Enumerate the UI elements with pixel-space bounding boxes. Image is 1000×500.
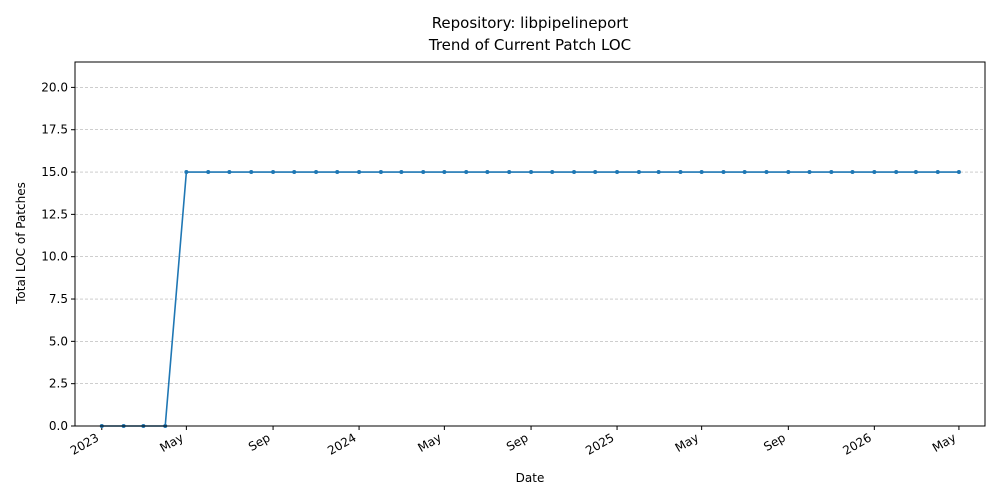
- chart-subtitle: Trend of Current Patch LOC: [428, 36, 631, 54]
- data-point: [399, 170, 404, 175]
- data-point: [850, 170, 855, 175]
- data-point: [615, 170, 620, 175]
- x-axis-ticks: 2023 May Sep 2024 May Sep 2025 May Sep 2026 May: [68, 426, 960, 458]
- x-tick-label: Sep: [761, 430, 788, 453]
- x-tick-label: 2024: [325, 430, 358, 457]
- y-tick-label: 0.0: [49, 419, 68, 433]
- chart-title: Repository: libpipelineport: [432, 14, 629, 32]
- x-tick-label: Sep: [246, 430, 273, 453]
- y-tick-label: 2.5: [49, 377, 68, 391]
- data-point: [829, 170, 834, 175]
- x-tick-label: May: [930, 430, 958, 455]
- data-point: [894, 170, 899, 175]
- data-point: [485, 170, 490, 175]
- data-point: [935, 170, 940, 175]
- y-tick-label: 5.0: [49, 334, 68, 348]
- data-point: [227, 170, 232, 175]
- y-tick-label: 17.5: [41, 123, 68, 137]
- plot-frame: [74, 61, 986, 427]
- series-layer: [99, 170, 961, 428]
- data-point: [184, 170, 189, 175]
- data-point: [807, 170, 812, 175]
- data-point: [572, 170, 577, 175]
- data-point: [872, 170, 877, 175]
- data-point: [335, 170, 340, 175]
- data-point: [678, 170, 683, 175]
- data-point: [913, 170, 918, 175]
- data-point: [249, 170, 254, 175]
- x-tick-label: 2026: [840, 430, 873, 457]
- y-tick-label: 20.0: [41, 80, 68, 94]
- data-point: [721, 170, 726, 175]
- data-point: [593, 170, 598, 175]
- data-point: [507, 170, 512, 175]
- y-tick-label: 15.0: [41, 165, 68, 179]
- x-axis-label: Date: [516, 471, 545, 485]
- data-point: [956, 170, 961, 175]
- data-point: [292, 170, 297, 175]
- x-tick-label: 2025: [583, 430, 616, 457]
- data-point: [699, 170, 704, 175]
- data-point: [421, 170, 426, 175]
- data-point: [271, 170, 276, 175]
- data-point: [786, 170, 791, 175]
- x-tick-label: 2023: [68, 430, 101, 457]
- y-axis-label: Total LOC of Patches: [14, 182, 28, 305]
- data-point: [206, 170, 211, 175]
- data-point: [314, 170, 319, 175]
- y-axis-ticks: 0.0 2.5 5.0 7.5 10.0 12.5 15.0 17.5 20.0: [41, 80, 75, 433]
- grid-lines: [75, 87, 985, 384]
- data-point: [550, 170, 555, 175]
- data-point: [656, 170, 661, 175]
- data-point: [378, 170, 383, 175]
- x-tick-label: May: [157, 430, 185, 455]
- data-point: [442, 170, 447, 175]
- data-point: [742, 170, 747, 175]
- y-tick-label: 7.5: [49, 292, 68, 306]
- x-tick-label: May: [673, 430, 701, 455]
- y-tick-label: 12.5: [41, 207, 68, 221]
- x-tick-label: Sep: [504, 430, 531, 453]
- data-point: [529, 170, 534, 175]
- y-tick-label: 10.0: [41, 250, 68, 264]
- data-point: [764, 170, 769, 175]
- x-tick-label: May: [415, 430, 443, 455]
- data-point: [357, 170, 362, 175]
- data-point: [464, 170, 469, 175]
- data-point: [636, 170, 641, 175]
